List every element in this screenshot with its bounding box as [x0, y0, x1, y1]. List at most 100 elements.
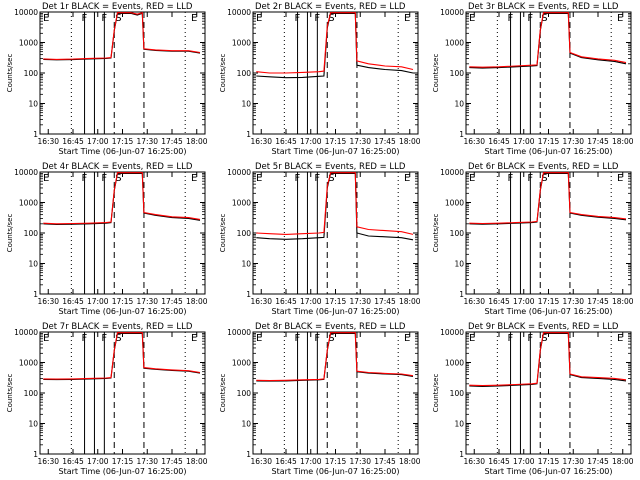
events-series-line	[43, 332, 201, 381]
y-tick-label: 100	[450, 229, 465, 238]
y-tick-label: 1000	[232, 199, 251, 208]
x-tick-label: 17:15	[112, 457, 134, 466]
x-tick-label: 17:45	[374, 137, 396, 146]
marker-letter: S	[328, 13, 334, 24]
marker-letter: E	[617, 173, 623, 184]
y-tick-label: 10	[454, 260, 464, 269]
lld-series-line	[469, 332, 627, 387]
y-tick-label: 10000	[440, 8, 464, 17]
events-series-line	[43, 172, 201, 226]
chart-title: Det 9r BLACK = Events, RED = LLD	[468, 322, 619, 332]
marker-letter: E	[191, 173, 197, 184]
x-tick-label: 18:00	[612, 297, 634, 306]
y-tick-label: 1	[33, 450, 38, 459]
y-tick-label: 100	[24, 229, 39, 238]
marker-letter: E	[617, 13, 623, 24]
x-tick-label: 16:45	[488, 457, 510, 466]
marker-letter: F	[527, 13, 533, 24]
y-tick-label: 10000	[14, 168, 38, 177]
x-tick-label: 18:00	[186, 137, 208, 146]
chart-title: Det 7r BLACK = Events, RED = LLD	[42, 322, 193, 332]
lld-series-line	[43, 172, 201, 225]
x-tick-label: 16:45	[275, 297, 297, 306]
x-tick-label: 16:30	[37, 457, 59, 466]
x-tick-label: 16:30	[37, 297, 59, 306]
marker-letter: S	[541, 13, 547, 24]
y-tick-label: 100	[24, 69, 39, 78]
chart-panel: Det 2r BLACK = Events, RED = LLD 1 10 100 10…	[219, 2, 421, 156]
marker-letter: F	[82, 13, 88, 24]
y-tick-label: 100	[237, 69, 252, 78]
x-tick-label: 17:00	[513, 297, 535, 306]
lld-series-line	[256, 12, 414, 74]
marker-letter: F	[82, 333, 88, 344]
plot-frame	[252, 331, 419, 455]
events-series-line	[469, 332, 627, 387]
x-tick-label: 18:00	[399, 297, 421, 306]
x-tick-label: 17:45	[161, 457, 183, 466]
x-tick-label: 17:45	[587, 457, 609, 466]
marker-letter: F	[508, 13, 514, 24]
y-tick-label: 1	[459, 450, 464, 459]
events-series-line	[256, 172, 414, 241]
marker-letter: E	[617, 333, 623, 344]
plot-frame	[39, 171, 206, 295]
y-axis-label: Counts/sec	[432, 214, 440, 253]
y-tick-label: 10	[454, 100, 464, 109]
y-axis-label: Counts/sec	[432, 374, 440, 413]
x-tick-label: 17:30	[562, 137, 584, 146]
y-axis-label: Counts/sec	[6, 214, 14, 253]
x-tick-label: 16:45	[62, 137, 84, 146]
x-tick-label: 16:30	[463, 297, 485, 306]
y-axis-label: Counts/sec	[6, 54, 14, 93]
marker-letter: F	[82, 173, 88, 184]
x-axis-label: Start Time (06-Jun-07 16:25:00)	[272, 467, 400, 476]
marker-letter: S	[115, 173, 121, 184]
x-tick-label: 16:30	[250, 297, 272, 306]
y-tick-label: 10	[28, 420, 38, 429]
chart-title: Det 2r BLACK = Events, RED = LLD	[255, 2, 406, 12]
y-tick-label: 10	[28, 260, 38, 269]
marker-letter: S	[115, 333, 121, 344]
x-axis-label: Start Time (06-Jun-07 16:25:00)	[272, 147, 400, 156]
y-tick-label: 1	[459, 130, 464, 139]
x-axis-label: Start Time (06-Jun-07 16:25:00)	[59, 307, 187, 316]
y-tick-label: 100	[237, 229, 252, 238]
y-tick-label: 10000	[227, 8, 251, 17]
x-tick-label: 17:00	[300, 297, 322, 306]
y-tick-label: 100	[237, 389, 252, 398]
x-tick-label: 17:45	[587, 297, 609, 306]
chart-title: Det 8r BLACK = Events, RED = LLD	[255, 322, 406, 332]
x-tick-label: 16:30	[463, 137, 485, 146]
marker-letter: E	[43, 333, 49, 344]
marker-letter: F	[527, 173, 533, 184]
chart-panel: Det 6r BLACK = Events, RED = LLD 1 10 100 10…	[432, 162, 634, 316]
y-tick-label: 10000	[440, 328, 464, 337]
marker-letter: F	[314, 173, 320, 184]
x-tick-label: 17:15	[538, 297, 560, 306]
marker-letter: F	[508, 333, 514, 344]
x-tick-label: 17:00	[513, 137, 535, 146]
x-tick-label: 17:30	[349, 137, 371, 146]
chart-panel: Det 4r BLACK = Events, RED = LLD 1 10 100 10…	[6, 162, 208, 316]
marker-letter: F	[101, 13, 107, 24]
x-tick-label: 17:00	[87, 137, 109, 146]
x-tick-label: 18:00	[186, 457, 208, 466]
events-series-line	[469, 12, 627, 69]
y-tick-label: 1	[246, 130, 251, 139]
marker-letter: F	[295, 333, 301, 344]
events-series-line	[469, 172, 627, 225]
y-axis-label: Counts/sec	[6, 374, 14, 413]
x-tick-label: 16:30	[37, 137, 59, 146]
x-tick-label: 17:30	[136, 297, 158, 306]
marker-letter: S	[541, 333, 547, 344]
x-tick-label: 17:30	[136, 457, 158, 466]
y-tick-label: 1000	[19, 359, 38, 368]
x-axis-label: Start Time (06-Jun-07 16:25:00)	[485, 147, 613, 156]
marker-letter: E	[43, 13, 49, 24]
plot-frame	[252, 171, 419, 295]
marker-letter: E	[404, 333, 410, 344]
y-tick-label: 10000	[227, 168, 251, 177]
y-tick-label: 100	[24, 389, 39, 398]
x-tick-label: 17:00	[87, 457, 109, 466]
